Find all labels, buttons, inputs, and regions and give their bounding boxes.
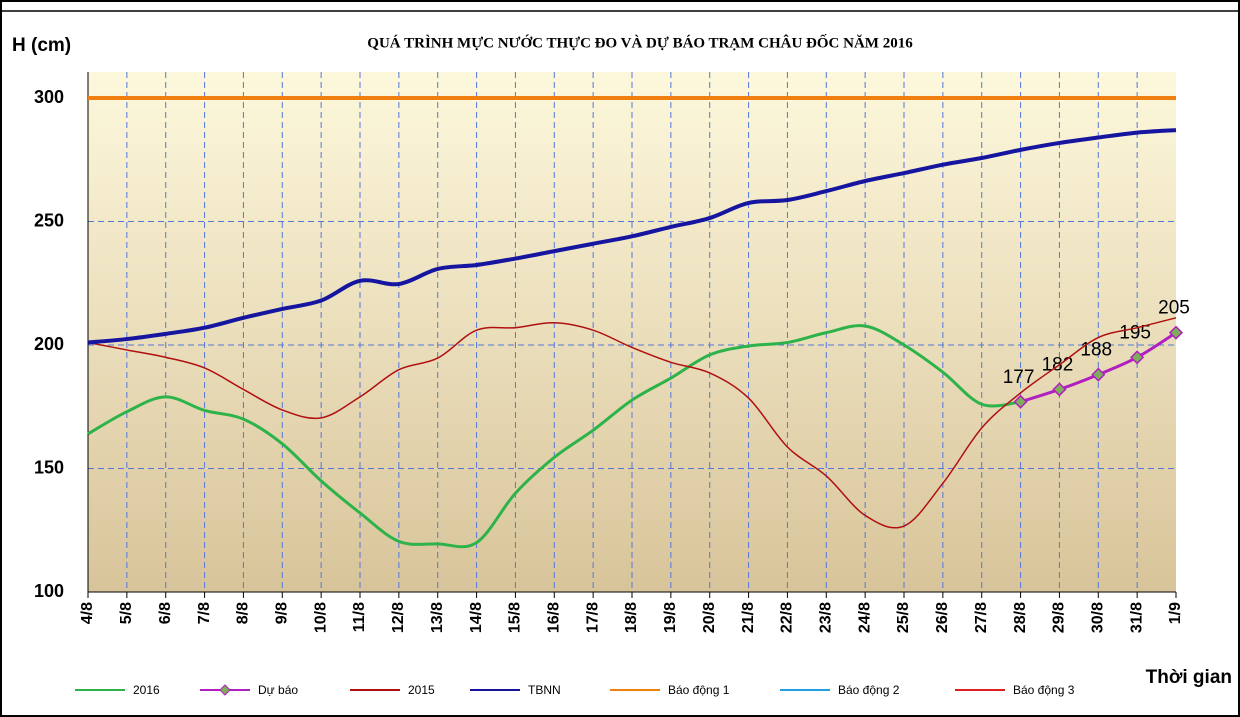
legend-label: Báo động 1 <box>668 683 730 697</box>
x-tick-label: 16/8 <box>546 602 563 633</box>
x-tick-label: 22/8 <box>779 602 796 633</box>
x-tick-label: 12/8 <box>390 602 407 633</box>
data-label: 177 <box>1003 367 1035 388</box>
legend-label: Báo động 3 <box>1013 683 1075 697</box>
x-tick-label: 31/8 <box>1128 602 1145 633</box>
data-label: 195 <box>1119 322 1151 343</box>
legend-label: 2016 <box>133 683 160 697</box>
x-axis-label: Thời gian <box>1146 667 1232 688</box>
chart-title: QUÁ TRÌNH MỰC NƯỚC THỰC ĐO VÀ DỰ BÁO TRẠ… <box>367 33 913 51</box>
x-tick-label: 20/8 <box>701 602 718 633</box>
x-tick-label: 11/8 <box>351 602 368 632</box>
y-tick-label: 100 <box>34 581 64 601</box>
x-tick-label: 6/8 <box>157 602 174 624</box>
series-line <box>87 317 1177 529</box>
point-marker <box>1052 382 1067 397</box>
legend-label: Báo động 2 <box>838 683 900 697</box>
x-tick-label: 4/8 <box>79 602 96 624</box>
x-tick-label: 10/8 <box>312 602 329 633</box>
series-line <box>87 324 1021 549</box>
x-tick-label: 14/8 <box>468 602 485 633</box>
x-tick-label: 15/8 <box>507 602 524 633</box>
point-marker <box>1091 367 1106 382</box>
x-tick-label: 23/8 <box>818 602 835 633</box>
x-tick-label: 18/8 <box>623 602 640 633</box>
y-tick-label: 250 <box>34 210 64 230</box>
x-tick-label: 30/8 <box>1090 602 1107 633</box>
legend-label: Dự báo <box>258 683 298 697</box>
x-tick-label: 28/8 <box>1012 602 1029 633</box>
point-marker <box>1013 394 1028 409</box>
series-line <box>87 128 1177 345</box>
legend-label: 2015 <box>408 683 435 697</box>
y-tick-label: 150 <box>34 457 64 477</box>
x-tick-label: 21/8 <box>740 602 757 633</box>
y-tick-label: 200 <box>34 334 64 354</box>
x-tick-label: 25/8 <box>895 602 912 633</box>
x-tick-label: 5/8 <box>118 602 135 624</box>
x-tick-label: 1/9 <box>1167 602 1184 624</box>
x-tick-label: 8/8 <box>235 602 252 624</box>
point-marker <box>1168 325 1184 340</box>
x-tick-label: 13/8 <box>429 602 446 633</box>
data-label: 205 <box>1158 298 1190 319</box>
x-tick-label: 24/8 <box>856 602 873 633</box>
y-tick-label: 300 <box>34 87 64 107</box>
y-axis-label: H (cm) <box>12 35 71 56</box>
x-tick-label: 26/8 <box>934 602 951 633</box>
legend-marker <box>219 684 231 696</box>
x-tick-label: 9/8 <box>274 602 291 624</box>
x-tick-label: 29/8 <box>1051 602 1068 633</box>
x-tick-label: 19/8 <box>662 602 679 633</box>
point-marker <box>1130 350 1145 365</box>
x-tick-label: 17/8 <box>584 602 601 633</box>
x-tick-label: 27/8 <box>973 602 990 633</box>
data-label: 188 <box>1080 340 1112 361</box>
x-tick-label: 7/8 <box>196 602 213 624</box>
legend-label: TBNN <box>528 683 561 697</box>
